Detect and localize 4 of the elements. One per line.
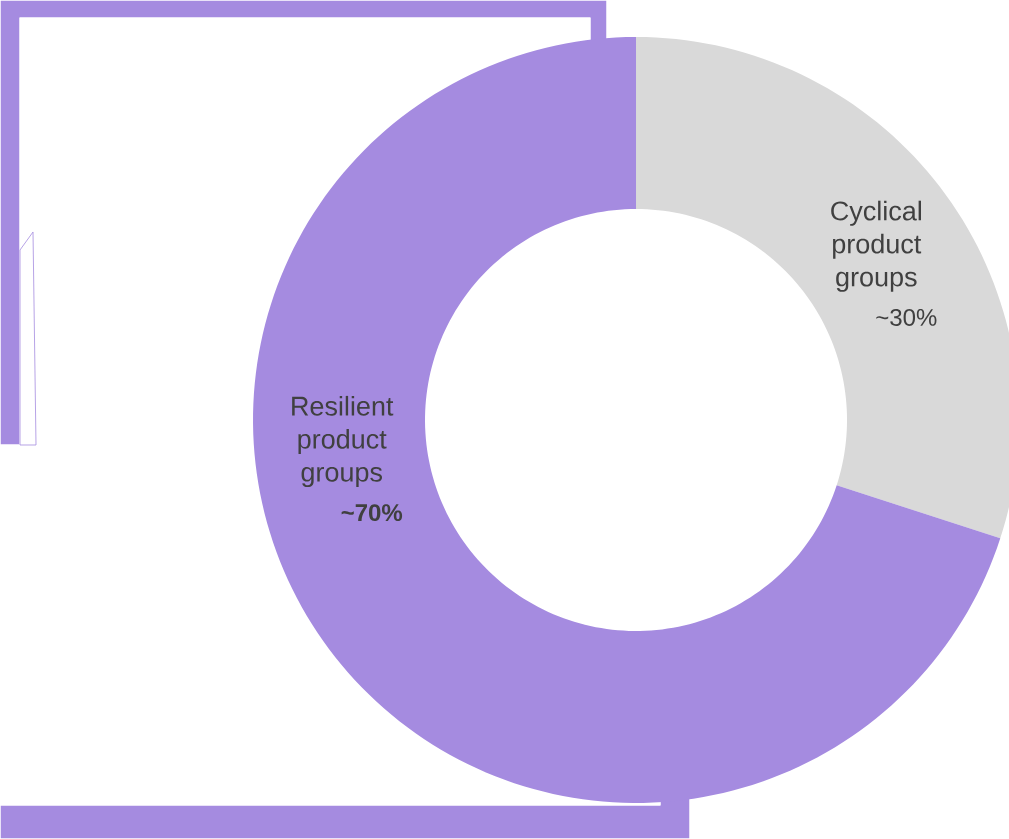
data-label: ~70% bbox=[341, 504, 403, 522]
slice-label: Cyclical product groups bbox=[831, 200, 922, 292]
slice-label: Resilient product groups bbox=[292, 395, 394, 488]
data-label: ~30% bbox=[876, 308, 937, 326]
